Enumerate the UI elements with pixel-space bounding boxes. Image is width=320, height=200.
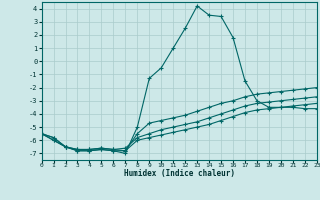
X-axis label: Humidex (Indice chaleur): Humidex (Indice chaleur) <box>124 169 235 178</box>
